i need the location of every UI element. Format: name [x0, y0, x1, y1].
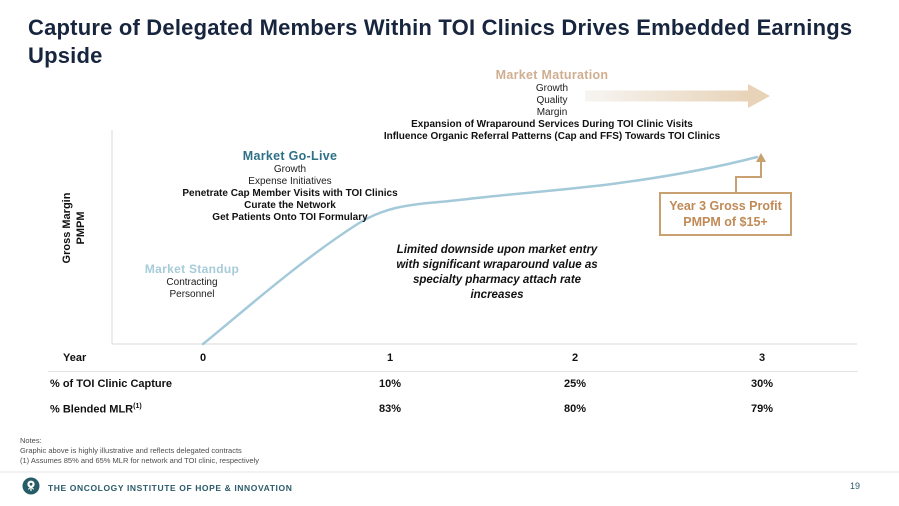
annotation-line: Limited downside upon market entry — [396, 244, 598, 256]
table-cell: 25% — [563, 378, 587, 390]
table-cell: 2 — [571, 352, 579, 364]
phase-standup-item: Contracting — [166, 277, 218, 288]
table-cell: 83% — [378, 403, 402, 415]
table-cell: 3 — [758, 352, 766, 364]
table-row-clinic-capture: % of TOI Clinic Capture 10% 25% 30% — [0, 378, 899, 394]
table-cell: 0 — [199, 352, 207, 364]
phase-maturation-item: Quality — [536, 95, 568, 106]
row-label-blended-mlr: % Blended MLR(1) — [50, 403, 142, 416]
phase-maturation-bold-item: Expansion of Wraparound Services During … — [411, 119, 693, 130]
row-label-blended-mlr-text: % Blended MLR — [50, 403, 134, 416]
phase-standup-title: Market Standup — [144, 262, 240, 276]
y-axis-label: Gross Margin PMPM — [60, 148, 90, 308]
y-axis-label-line2: PMPM — [75, 211, 87, 245]
footnotes: Notes: Graphic above is highly illustrat… — [20, 436, 259, 466]
annotation-line: specialty pharmacy attach rate — [412, 274, 582, 286]
phase-standup-item: Personnel — [169, 289, 215, 300]
table-cell: 80% — [563, 403, 587, 415]
phase-market-standup: Market Standup Contracting Personnel — [92, 263, 292, 301]
phase-maturation-title: Market Maturation — [495, 68, 609, 82]
footer-org-name: THE ONCOLOGY INSTITUTE OF HOPE & INNOVAT… — [48, 483, 293, 493]
notes-heading: Notes: — [20, 436, 42, 445]
phase-maturation-item: Margin — [536, 107, 568, 118]
annotation-line: with significant wraparound value as — [396, 259, 598, 271]
table-row-blended-mlr: % Blended MLR(1) 83% 80% 79% — [0, 403, 899, 419]
notes-line: Graphic above is highly illustrative and… — [20, 446, 242, 455]
phase-market-go-live: Market Go-Live Growth Expense Initiative… — [130, 150, 450, 224]
annotation-line: increases — [470, 289, 524, 301]
table-row-year: Year 0 1 2 3 — [0, 352, 899, 368]
phase-golive-bold-item: Curate the Network — [244, 200, 336, 211]
callout-line2: PMPM of $15+ — [683, 215, 768, 229]
notes-line: (1) Assumes 85% and 65% MLR for network … — [20, 456, 259, 465]
y-axis-label-line1: Gross Margin — [61, 192, 73, 264]
phase-maturation-bold-item: Influence Organic Referral Patterns (Cap… — [383, 131, 721, 142]
table-cell: 1 — [386, 352, 394, 364]
downside-annotation: Limited downside upon market entry with … — [342, 243, 652, 303]
table-cell: 10% — [378, 378, 402, 390]
table-cell: 79% — [750, 403, 774, 415]
year3-gross-profit-callout: Year 3 Gross Profit PMPM of $15+ — [659, 192, 792, 236]
page-number: 19 — [849, 481, 860, 491]
phase-golive-bold-item: Get Patients Onto TOI Formulary — [212, 212, 368, 223]
callout-connector-arrowhead-icon — [756, 153, 766, 162]
phase-golive-bold-item: Penetrate Cap Member Visits with TOI Cli… — [182, 188, 398, 199]
gross-margin-curve — [201, 155, 759, 346]
phase-golive-item: Growth — [273, 164, 307, 175]
tree-of-life-logo-icon — [22, 477, 40, 495]
footnote-marker: (1) — [133, 403, 142, 410]
row-label-clinic-capture: % of TOI Clinic Capture — [50, 378, 173, 390]
page-title: Capture of Delegated Members Within TOI … — [28, 15, 853, 68]
phase-golive-item: Expense Initiatives — [248, 176, 332, 187]
row-label-year: Year — [63, 352, 87, 364]
phase-maturation-item: Growth — [535, 83, 569, 94]
callout-line1: Year 3 Gross Profit — [669, 199, 782, 213]
callout-connector-line — [735, 161, 762, 192]
phase-golive-title: Market Go-Live — [242, 149, 338, 163]
maturation-arrow-icon — [585, 84, 770, 108]
phase-market-maturation: Market Maturation Growth Quality Margin … — [332, 69, 772, 143]
table-cell: 30% — [750, 378, 774, 390]
